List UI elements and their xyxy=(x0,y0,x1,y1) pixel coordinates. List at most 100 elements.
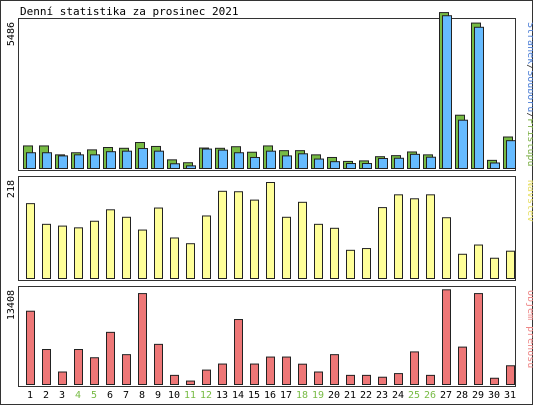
bar-navstev-day-19 xyxy=(314,223,323,280)
y-max-label: 13408 xyxy=(6,290,17,320)
bar-navstev-day-10 xyxy=(170,237,179,279)
bar-navstev-day-17 xyxy=(282,216,291,279)
chart-title: Denní statistika za prosinec 2021 xyxy=(20,5,239,18)
bar-stranek-day-15 xyxy=(250,156,260,169)
bar-navstev-day-29 xyxy=(474,244,483,279)
right-axis-label: Objem přenosu xyxy=(525,290,533,368)
bar-objem-day-27 xyxy=(442,289,451,386)
x-tick-label-day-29: 29 xyxy=(472,390,484,401)
bar-navstev-day-26 xyxy=(426,194,435,279)
bar-stranek-day-22 xyxy=(362,163,372,169)
right-axis-label: Návštěv xyxy=(525,180,533,222)
bar-navstev-day-6 xyxy=(106,209,115,279)
bar-objem-day-5 xyxy=(90,357,99,386)
bar-objem-day-16 xyxy=(266,356,275,386)
y-max-label: 218 xyxy=(6,180,17,198)
bar-objem-day-12 xyxy=(202,369,211,386)
bar-navstev-day-1 xyxy=(26,203,35,280)
bar-navstev-day-25 xyxy=(410,198,419,279)
x-tick-label-day-5: 5 xyxy=(91,390,97,401)
x-tick-label-day-31: 31 xyxy=(504,390,516,401)
bar-navstev-day-7 xyxy=(122,216,131,279)
bar-stranek-day-20 xyxy=(330,161,340,169)
bar-stranek-day-12 xyxy=(202,148,212,169)
bar-objem-day-10 xyxy=(170,374,179,386)
bar-stranek-day-1 xyxy=(26,152,36,170)
bar-stranek-day-6 xyxy=(106,151,116,170)
bar-navstev-day-21 xyxy=(346,249,355,279)
right-axis-label: Stránek/Souborů/Přístupů xyxy=(525,22,533,167)
bar-stranek-day-31 xyxy=(506,140,516,170)
bar-objem-day-17 xyxy=(282,356,291,386)
x-tick-label-day-13: 13 xyxy=(216,390,228,401)
bar-objem-day-11 xyxy=(186,380,195,386)
right-axis-label-part: Souborů xyxy=(525,70,533,112)
bar-navstev-day-15 xyxy=(250,199,259,280)
bar-objem-day-18 xyxy=(298,363,307,385)
x-tick-label-day-9: 9 xyxy=(155,390,161,401)
bar-objem-day-28 xyxy=(458,346,467,385)
bar-navstev-day-22 xyxy=(362,248,371,279)
bar-stranek-day-30 xyxy=(490,162,500,170)
bar-objem-day-20 xyxy=(330,354,339,386)
bar-objem-day-22 xyxy=(362,374,371,386)
bar-objem-day-21 xyxy=(346,374,355,386)
bar-stranek-day-3 xyxy=(58,155,68,169)
bar-navstev-day-23 xyxy=(378,207,387,280)
x-tick-label-day-30: 30 xyxy=(488,390,500,401)
panel-2: 218 Návštěv xyxy=(6,176,533,281)
bar-objem-day-19 xyxy=(314,371,323,385)
x-axis-day-labels: 1 2 3 4 5 6 7 8 9 10 11 12 13 14 15 16 17 18 19 20 21 22 23 24 2… xyxy=(27,390,516,401)
x-tick-label-day-19: 19 xyxy=(312,390,324,401)
x-tick-label-day-7: 7 xyxy=(123,390,129,401)
bar-navstev-day-2 xyxy=(42,223,51,280)
bar-objem-day-8 xyxy=(138,293,147,386)
x-tick-label-day-16: 16 xyxy=(264,390,276,401)
bar-stranek-day-11 xyxy=(186,165,196,170)
x-tick-label-day-27: 27 xyxy=(440,390,452,401)
x-tick-label-day-4: 4 xyxy=(75,390,81,401)
bar-navstev-day-28 xyxy=(458,253,467,279)
bar-navstev-day-12 xyxy=(202,215,211,280)
bar-stranek-day-27 xyxy=(442,15,452,170)
bar-objem-day-23 xyxy=(378,376,387,385)
bar-navstev-day-27 xyxy=(442,217,451,279)
bar-stranek-day-25 xyxy=(410,153,420,170)
bar-navstev-day-3 xyxy=(58,225,67,279)
bar-stranek-day-4 xyxy=(74,154,84,169)
bar-stranek-day-24 xyxy=(394,157,404,169)
bar-objem-day-6 xyxy=(106,331,115,385)
bar-objem-day-24 xyxy=(394,373,403,385)
bar-navstev-day-24 xyxy=(394,194,403,279)
x-tick-label-day-28: 28 xyxy=(456,390,468,401)
bar-navstev-day-13 xyxy=(218,190,227,279)
bar-navstev-day-30 xyxy=(490,257,499,280)
right-axis-label-part: Přístupů xyxy=(525,118,533,166)
x-tick-label-day-14: 14 xyxy=(232,390,244,401)
right-axis-label-part: Návštěv xyxy=(525,180,533,222)
bar-objem-day-30 xyxy=(490,377,499,386)
bar-objem-day-15 xyxy=(250,363,259,386)
x-tick-label-day-20: 20 xyxy=(328,390,340,401)
right-axis-label-part: / xyxy=(525,112,533,118)
x-tick-label-day-6: 6 xyxy=(107,390,113,401)
bar-navstev-day-4 xyxy=(74,227,83,280)
bar-objem-day-14 xyxy=(234,319,243,385)
bar-stranek-day-21 xyxy=(346,163,356,169)
bar-stranek-day-17 xyxy=(282,155,292,169)
bar-stranek-day-23 xyxy=(378,158,388,169)
x-tick-label-day-23: 23 xyxy=(376,390,388,401)
bar-objem-day-13 xyxy=(218,363,227,386)
x-tick-label-day-26: 26 xyxy=(424,390,436,401)
x-tick-label-day-17: 17 xyxy=(280,390,292,401)
bar-stranek-day-16 xyxy=(266,150,276,170)
x-tick-label-day-11: 11 xyxy=(184,390,196,401)
right-axis-label-part: / xyxy=(525,64,533,70)
x-tick-label-day-8: 8 xyxy=(139,390,145,401)
bar-navstev-day-9 xyxy=(154,207,163,280)
bar-navstev-day-11 xyxy=(186,243,195,280)
